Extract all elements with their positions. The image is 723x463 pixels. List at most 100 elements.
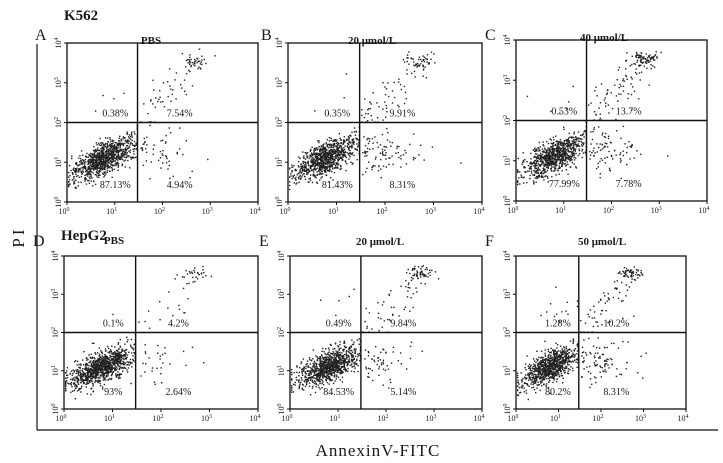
event-point-live — [122, 144, 125, 147]
event-point-early-apoptotic — [389, 157, 391, 159]
x-tick-label-b: 101 — [328, 207, 339, 216]
event-point-live — [535, 163, 537, 166]
event-point-live — [555, 135, 557, 137]
event-point-live — [356, 363, 358, 366]
event-point-late-apoptotic — [163, 106, 166, 108]
event-point-live — [100, 350, 102, 352]
event-point-live — [98, 153, 101, 155]
event-point-live — [107, 162, 109, 164]
event-point-live — [341, 372, 343, 375]
event-point-live — [298, 172, 300, 174]
event-point-live — [568, 146, 570, 148]
event-point-live — [328, 370, 331, 373]
event-point-live — [317, 158, 319, 160]
event-point-late-apoptotic — [194, 267, 196, 269]
event-point-live — [128, 136, 130, 138]
event-point-live — [568, 156, 571, 159]
event-point-live — [91, 364, 93, 367]
event-point-live — [123, 363, 125, 366]
event-point-live — [132, 359, 135, 362]
event-point-live — [560, 142, 563, 144]
event-point-live — [122, 150, 124, 153]
event-point-live — [536, 155, 539, 157]
event-point-live — [555, 159, 557, 161]
event-point-live — [334, 159, 336, 161]
event-point-live — [336, 147, 338, 150]
event-point-live — [95, 160, 98, 163]
event-point-live — [533, 156, 535, 158]
event-point-live — [541, 172, 543, 175]
event-point-live — [310, 159, 312, 161]
event-point-live — [98, 376, 100, 379]
event-point-early-apoptotic — [601, 134, 603, 136]
event-point-late-apoptotic — [202, 265, 204, 268]
event-point-live — [127, 362, 130, 364]
event-point-live — [87, 382, 89, 385]
event-point-early-apoptotic — [366, 154, 368, 157]
event-point-early-apoptotic — [149, 178, 151, 180]
event-point-live — [113, 151, 115, 153]
event-point-necrotic — [559, 112, 561, 114]
event-point-live — [544, 148, 546, 151]
event-point-live — [355, 363, 357, 365]
event-point-live — [313, 162, 316, 164]
event-point-live — [121, 348, 123, 350]
event-point-late-apoptotic — [423, 58, 425, 61]
event-point-live — [112, 159, 114, 161]
event-point-late-apoptotic — [370, 115, 372, 117]
event-point-live — [93, 371, 95, 373]
event-point-live — [102, 366, 105, 368]
event-point-live — [87, 180, 89, 182]
x-tick-label-b: 103 — [425, 207, 436, 216]
event-point-live — [120, 157, 123, 159]
event-point-live — [568, 151, 571, 153]
event-point-necrotic — [112, 313, 114, 316]
event-point-live — [88, 166, 90, 169]
event-point-live — [562, 144, 564, 146]
event-point-live — [352, 140, 354, 142]
event-point-early-apoptotic — [389, 141, 391, 143]
event-point-live — [575, 166, 577, 168]
event-point-live — [344, 148, 346, 151]
event-point-late-apoptotic — [190, 64, 192, 67]
event-point-live — [117, 357, 119, 359]
event-point-live — [118, 362, 120, 364]
event-point-live — [556, 160, 558, 163]
event-point-live — [101, 372, 103, 374]
event-point-early-apoptotic — [141, 148, 144, 150]
event-point-live — [340, 165, 342, 167]
event-point-live — [76, 360, 79, 363]
event-point-live — [335, 374, 338, 376]
event-point-late-apoptotic — [630, 109, 633, 111]
event-point-live — [115, 146, 117, 149]
y-tick-label-b: 104 — [275, 38, 284, 49]
event-point-live — [95, 370, 97, 372]
event-point-live — [546, 161, 549, 164]
event-point-live — [311, 161, 313, 163]
event-point-live — [111, 345, 113, 347]
event-point-live — [101, 172, 104, 175]
event-point-live — [81, 172, 84, 174]
event-point-late-apoptotic — [633, 63, 635, 65]
event-point-late-apoptotic — [605, 105, 607, 107]
event-point-early-apoptotic — [364, 151, 366, 154]
event-point-live — [321, 150, 324, 152]
event-point-live — [325, 169, 327, 171]
event-point-live — [559, 160, 562, 162]
event-point-live — [336, 149, 338, 151]
event-point-live — [329, 343, 331, 346]
event-point-live — [114, 142, 116, 144]
event-point-live — [68, 176, 70, 178]
event-point-live — [581, 150, 583, 152]
event-point-live — [538, 164, 540, 166]
event-point-early-apoptotic — [372, 142, 374, 144]
event-point-live — [539, 172, 542, 174]
event-point-live — [105, 151, 108, 153]
event-point-live — [131, 144, 134, 146]
event-point-late-apoptotic — [361, 109, 363, 111]
event-point-live — [316, 181, 318, 183]
event-point-early-apoptotic — [169, 132, 172, 134]
event-point-live — [544, 147, 546, 149]
event-point-live — [356, 339, 359, 341]
event-point-live — [76, 170, 78, 172]
